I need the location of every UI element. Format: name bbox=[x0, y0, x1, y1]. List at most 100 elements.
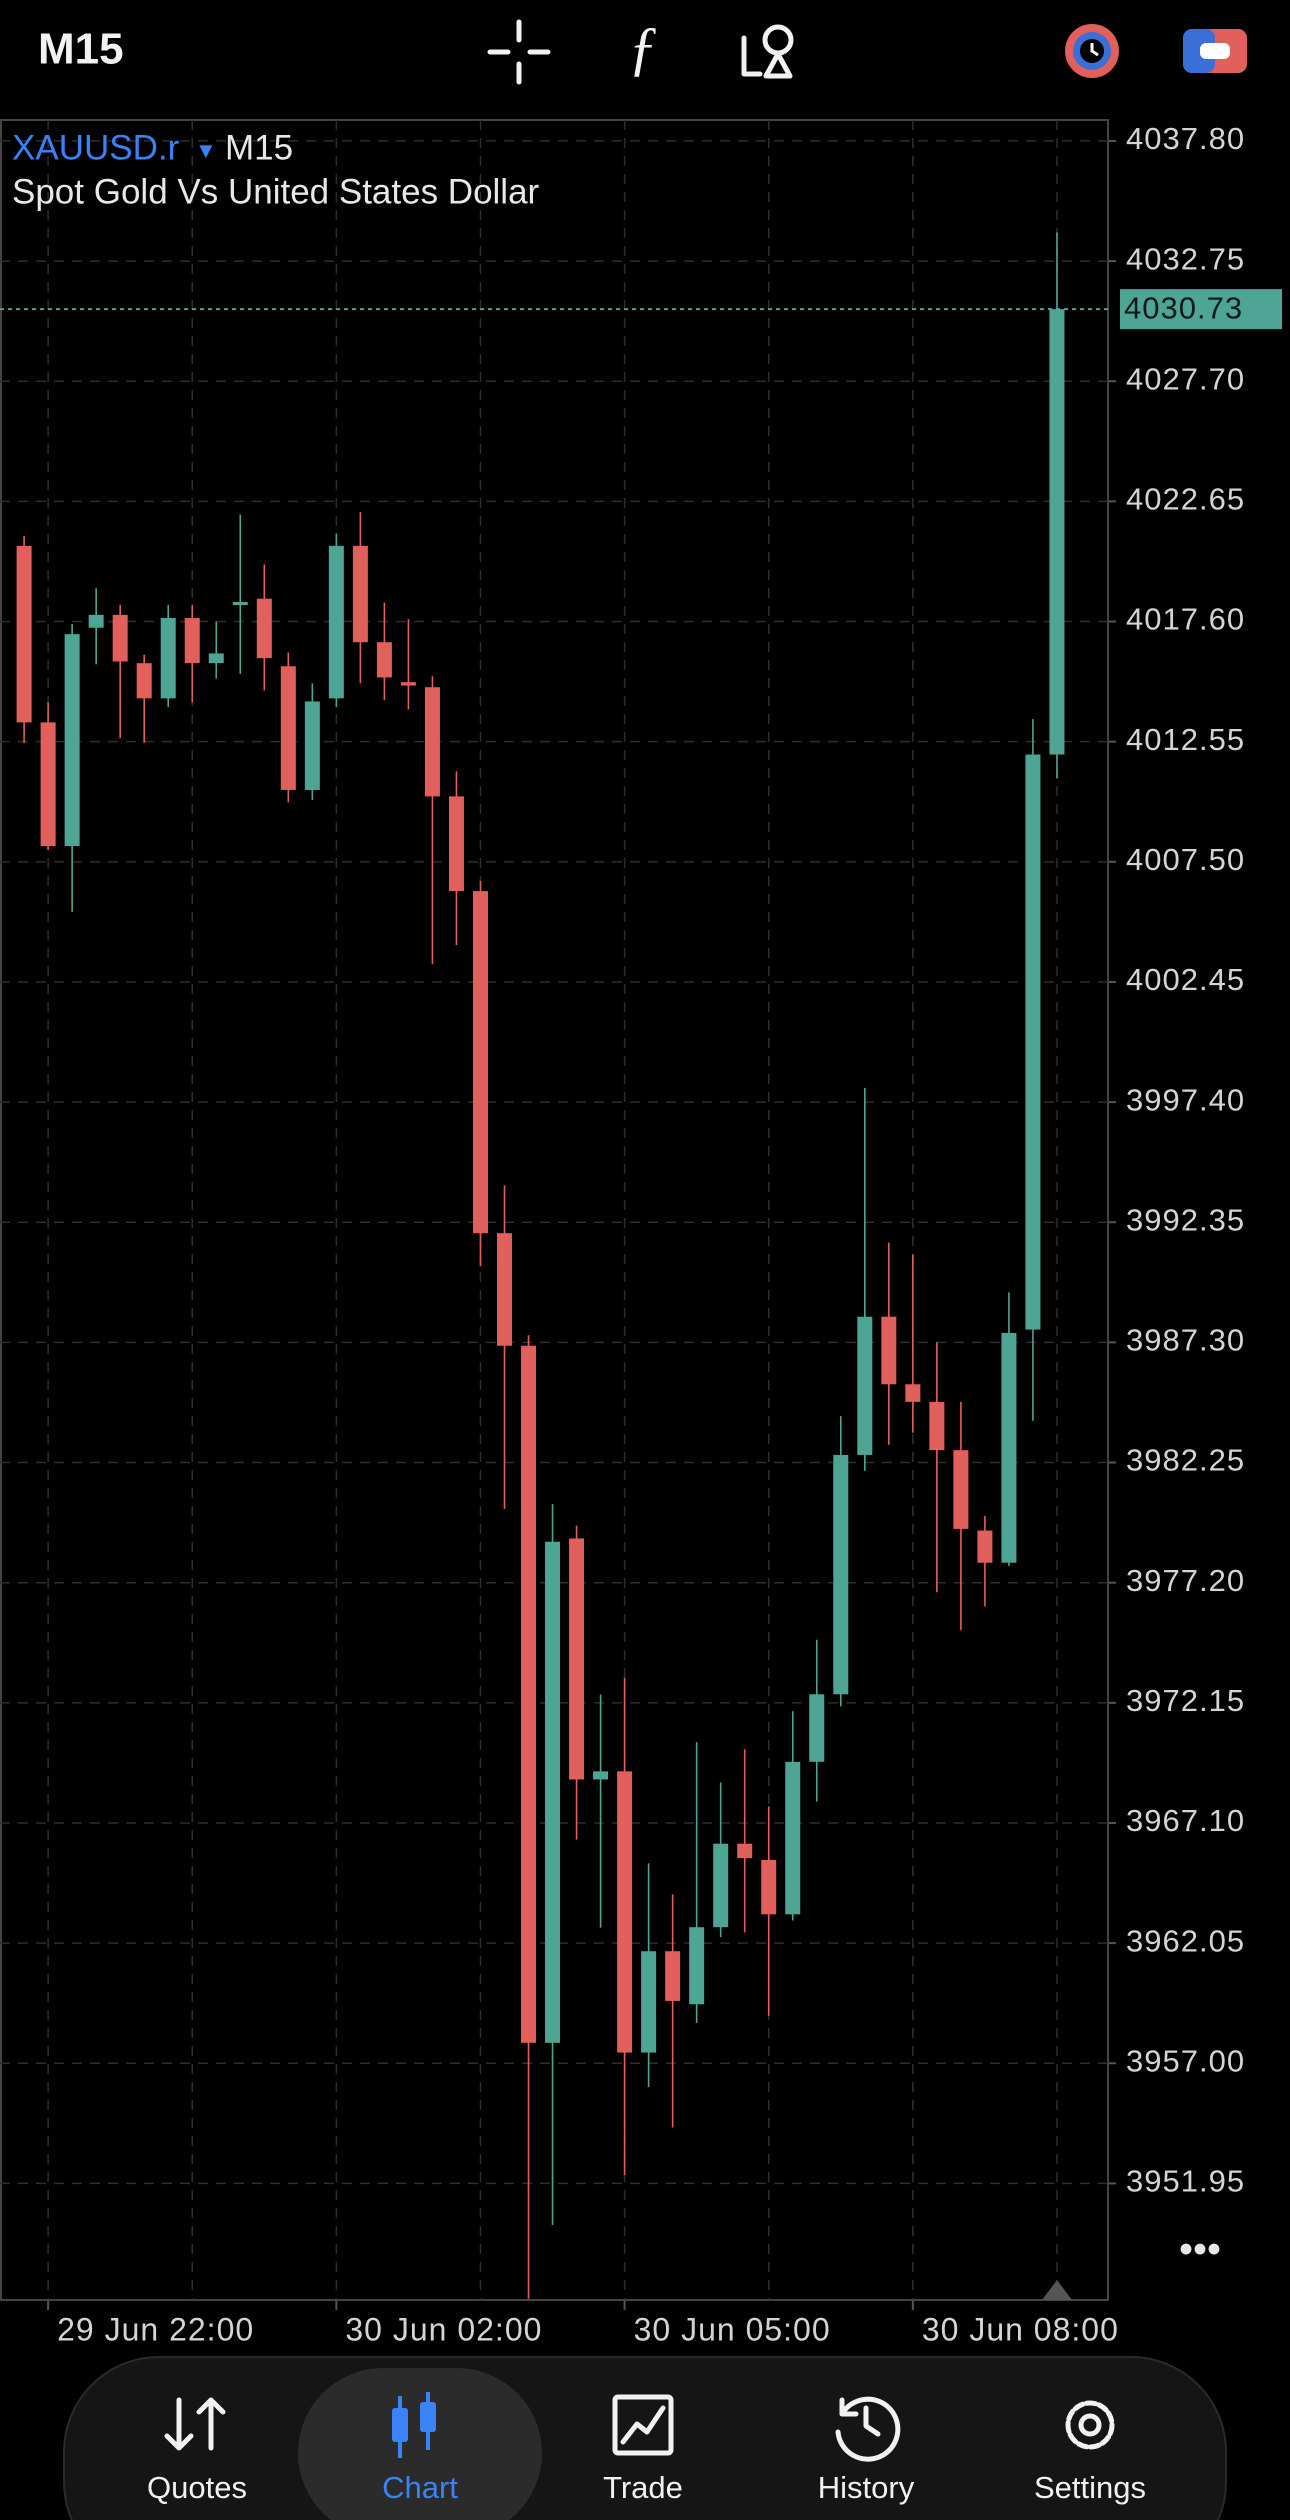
last-price-box bbox=[1120, 289, 1282, 330]
candle-body bbox=[400, 682, 416, 686]
nav-item[interactable]: Quotes bbox=[147, 2397, 247, 2505]
nav-item[interactable]: Chart bbox=[298, 2368, 542, 2520]
settings-icon bbox=[1065, 2400, 1115, 2450]
candle-body bbox=[352, 545, 368, 643]
chart-timeframe: M15 bbox=[225, 128, 293, 167]
candle-body bbox=[64, 634, 80, 847]
x-tick-label: 29 Jun 22:00 bbox=[57, 2311, 254, 2347]
candle-body bbox=[689, 1927, 705, 2005]
candle-body bbox=[424, 687, 440, 797]
trade-icon bbox=[612, 2394, 674, 2456]
candle-body bbox=[136, 663, 152, 699]
y-tick-label: 3972.15 bbox=[1126, 1683, 1245, 1718]
candle-body bbox=[785, 1761, 801, 1915]
candle-body bbox=[641, 1951, 657, 2053]
history-icon bbox=[835, 2396, 901, 2462]
candle-body bbox=[497, 1233, 512, 1346]
candle-body bbox=[88, 614, 104, 628]
one-click-icon[interactable] bbox=[1183, 29, 1247, 73]
candle-body bbox=[521, 1345, 537, 2043]
candle-body bbox=[953, 1450, 969, 1529]
candle-body bbox=[328, 545, 344, 699]
last-price-label: 4030.73 bbox=[1124, 290, 1243, 325]
candle-body bbox=[256, 598, 272, 659]
y-tick-label: 4007.50 bbox=[1126, 842, 1245, 877]
nav: Quotes Chart Trade History Settings bbox=[147, 2368, 1146, 2520]
trade-icon bbox=[620, 2405, 666, 2445]
candle-body bbox=[977, 1530, 993, 1563]
objects-icon[interactable] bbox=[741, 24, 794, 79]
nav-label: Settings bbox=[1034, 2470, 1146, 2505]
nav-item[interactable]: Trade bbox=[603, 2394, 683, 2505]
y-tick-label: 4002.45 bbox=[1126, 962, 1245, 997]
candle-body bbox=[1001, 1332, 1017, 1563]
candle-body bbox=[905, 1384, 921, 1402]
candle-body bbox=[208, 653, 224, 664]
settings-icon bbox=[1078, 2413, 1102, 2437]
candle-body bbox=[617, 1771, 633, 2053]
y-tick-label: 4012.55 bbox=[1126, 722, 1245, 757]
candle-body bbox=[569, 1538, 585, 1780]
crosshair-icon[interactable] bbox=[487, 19, 551, 85]
y-tick-label: 3992.35 bbox=[1126, 1202, 1245, 1237]
candle-body bbox=[737, 1843, 753, 1859]
y-tick-label: 3962.05 bbox=[1126, 1923, 1245, 1958]
chart-title: Spot Gold Vs United States Dollar bbox=[12, 172, 540, 211]
candle-body bbox=[472, 891, 488, 1234]
nav-label: History bbox=[818, 2470, 915, 2505]
nav-label: Trade bbox=[603, 2470, 683, 2505]
chart-icon bbox=[420, 2402, 436, 2432]
candle-body bbox=[16, 545, 32, 723]
timeframe-button[interactable]: M15 bbox=[38, 25, 124, 74]
candle-body bbox=[857, 1316, 873, 1455]
candle-body bbox=[376, 642, 392, 678]
chart: 4037.80 4032.75 4027.70 4022.65 4017.60 4012.… bbox=[0, 120, 1282, 2347]
candle-body bbox=[713, 1843, 729, 1928]
y-tick-label: 3982.25 bbox=[1126, 1443, 1245, 1478]
nav-active-pill bbox=[298, 2368, 542, 2520]
y-tick-label: 4017.60 bbox=[1126, 602, 1245, 637]
y-tick-label: 3997.40 bbox=[1126, 1082, 1245, 1117]
trading-icon[interactable] bbox=[1065, 24, 1119, 78]
x-tick-label: 30 Jun 02:00 bbox=[345, 2311, 542, 2347]
scroll-marker bbox=[1042, 2280, 1072, 2300]
y-tick-label: 3977.20 bbox=[1126, 1563, 1245, 1598]
candle-body bbox=[40, 722, 56, 847]
y-tick-label: 3967.10 bbox=[1126, 1803, 1245, 1838]
symbol[interactable]: XAUUSD.r bbox=[12, 128, 180, 167]
candle-body bbox=[929, 1401, 945, 1451]
more-button[interactable]: ••• bbox=[1179, 2228, 1221, 2272]
nav-label: Chart bbox=[382, 2470, 458, 2505]
candle-body bbox=[184, 617, 200, 664]
candle-body bbox=[112, 614, 128, 662]
symbol-dropdown-icon[interactable]: ▼ bbox=[195, 138, 217, 163]
candle-body bbox=[280, 666, 296, 790]
y-tick-label: 3951.95 bbox=[1126, 2164, 1245, 2199]
x-tick-label: 30 Jun 05:00 bbox=[634, 2311, 831, 2347]
y-tick-label: 4037.80 bbox=[1126, 121, 1245, 156]
candle-body bbox=[761, 1859, 777, 1915]
chart-icon bbox=[392, 2408, 408, 2442]
x-tick-label: 30 Jun 08:00 bbox=[922, 2311, 1119, 2347]
candle-body bbox=[1025, 754, 1041, 1330]
y-tick-label: 4027.70 bbox=[1126, 361, 1245, 396]
candle-body bbox=[593, 1771, 609, 1780]
candle-body bbox=[1049, 309, 1065, 755]
candle-body bbox=[881, 1316, 897, 1385]
candle-body bbox=[545, 1541, 561, 2043]
candle-body bbox=[232, 602, 248, 606]
y-tick-label: 4022.65 bbox=[1126, 482, 1245, 517]
y-tick-label: 3957.00 bbox=[1126, 2043, 1245, 2078]
nav-item[interactable]: History bbox=[818, 2396, 915, 2505]
y-tick-label: 3987.30 bbox=[1126, 1323, 1245, 1358]
nav-label: Quotes bbox=[147, 2470, 247, 2505]
indicators-icon[interactable]: ƒ bbox=[628, 15, 658, 81]
nav-item[interactable]: Settings bbox=[1034, 2400, 1146, 2505]
candle-body bbox=[448, 796, 464, 892]
plot-frame bbox=[0, 119, 1109, 2301]
candle-body bbox=[809, 1694, 825, 1762]
candle-body bbox=[665, 1951, 681, 2001]
